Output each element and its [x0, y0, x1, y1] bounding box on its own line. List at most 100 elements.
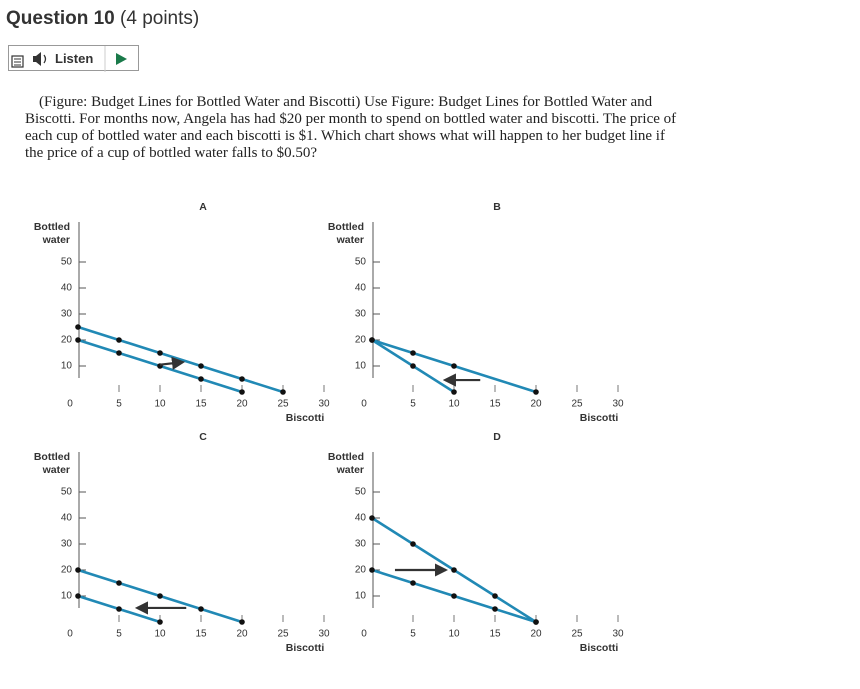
data-point [533, 619, 539, 625]
x-axis-label: Biscotti [286, 642, 325, 654]
y-axis-label: water [42, 464, 70, 476]
y-axis-label: Bottled [34, 221, 70, 233]
question-points: (4 points) [120, 8, 200, 29]
y-tick-label: 30 [355, 309, 367, 320]
data-point [369, 337, 375, 343]
data-point [451, 593, 457, 599]
data-point [75, 337, 81, 343]
data-point [369, 515, 375, 521]
data-point [492, 593, 498, 599]
x-tick-label: 15 [489, 399, 501, 410]
data-point [369, 567, 375, 573]
y-tick-label: 30 [355, 539, 367, 550]
y-axis-label: Bottled [328, 221, 364, 233]
x-tick-label: 15 [195, 629, 207, 640]
budget-line [77, 325, 284, 394]
y-tick-label: 20 [355, 565, 367, 576]
y-axis-label: Bottled [34, 451, 70, 463]
x-tick-label: 25 [277, 629, 289, 640]
x-tick-label: 20 [236, 399, 248, 410]
data-point [410, 363, 416, 369]
x-tick-label: 20 [530, 399, 542, 410]
x-tick-label: 30 [612, 399, 624, 410]
chart-title: D [493, 431, 501, 443]
y-tick-label: 50 [355, 487, 367, 498]
x-tick-label: 5 [410, 629, 416, 640]
data-point [451, 363, 457, 369]
y-tick-label: 40 [355, 513, 367, 524]
y-tick-label: 30 [61, 309, 73, 320]
question-line: each cup of bottled water and each bisco… [25, 128, 665, 144]
x-tick-label: 20 [530, 629, 542, 640]
x-tick-label: 5 [116, 629, 122, 640]
data-point [116, 580, 122, 586]
data-point [239, 389, 245, 395]
y-tick-label: 10 [61, 591, 73, 602]
x-axis-label: Biscotti [580, 642, 619, 654]
y-tick-label: 50 [355, 257, 367, 268]
y-tick-label: 10 [61, 361, 73, 372]
question-line: (Figure: Budget Lines for Bottled Water … [39, 94, 653, 110]
y-tick-label: 0 [67, 399, 73, 410]
y-axis-label: water [42, 234, 70, 246]
x-tick-label: 30 [612, 629, 624, 640]
question-number: Question 10 [6, 8, 115, 29]
y-axis-label: water [336, 234, 364, 246]
x-tick-label: 10 [154, 629, 166, 640]
y-tick-label: 50 [61, 487, 73, 498]
x-tick-label: 5 [116, 399, 122, 410]
x-tick-label: 20 [236, 629, 248, 640]
data-point [198, 376, 204, 382]
data-point [116, 350, 122, 356]
x-tick-label: 10 [448, 399, 460, 410]
data-point [198, 606, 204, 612]
y-axis-label: Bottled [328, 451, 364, 463]
data-point [239, 376, 245, 382]
x-tick-label: 15 [489, 629, 501, 640]
data-point [410, 541, 416, 547]
data-point [75, 567, 81, 573]
y-tick-label: 20 [61, 335, 73, 346]
y-axis-label: water [336, 464, 364, 476]
data-point [280, 389, 286, 395]
y-tick-label: 40 [355, 283, 367, 294]
x-tick-label: 25 [277, 399, 289, 410]
x-tick-label: 25 [571, 629, 583, 640]
chart-title: B [493, 201, 501, 213]
chart-title: A [199, 201, 207, 213]
data-point [410, 580, 416, 586]
data-point [451, 389, 457, 395]
budget-line [371, 338, 537, 394]
x-axis-label: Biscotti [580, 412, 619, 424]
data-point [533, 389, 539, 395]
x-tick-label: 15 [195, 399, 207, 410]
data-point [410, 350, 416, 356]
y-tick-label: 0 [361, 629, 367, 640]
y-tick-label: 30 [61, 539, 73, 550]
y-tick-label: 10 [355, 361, 367, 372]
x-axis-label: Biscotti [286, 412, 325, 424]
x-tick-label: 5 [410, 399, 416, 410]
data-point [198, 363, 204, 369]
y-tick-label: 40 [61, 513, 73, 524]
data-point [75, 324, 81, 330]
data-point [157, 593, 163, 599]
data-point [116, 606, 122, 612]
chart-title: C [199, 431, 207, 443]
data-point [157, 619, 163, 625]
data-point [157, 350, 163, 356]
y-tick-label: 10 [355, 591, 367, 602]
data-point [116, 337, 122, 343]
listen-label: Listen [55, 51, 94, 66]
x-tick-label: 10 [448, 629, 460, 640]
y-tick-label: 0 [67, 629, 73, 640]
y-tick-label: 40 [61, 283, 73, 294]
shift-arrow [159, 356, 186, 370]
listen-button[interactable]: Listen [8, 45, 139, 72]
question-line: the price of a cup of bottled water fall… [25, 145, 317, 161]
x-tick-label: 10 [154, 399, 166, 410]
data-point [492, 606, 498, 612]
question-line: Biscotti. For months now, Angela has had… [25, 111, 677, 127]
